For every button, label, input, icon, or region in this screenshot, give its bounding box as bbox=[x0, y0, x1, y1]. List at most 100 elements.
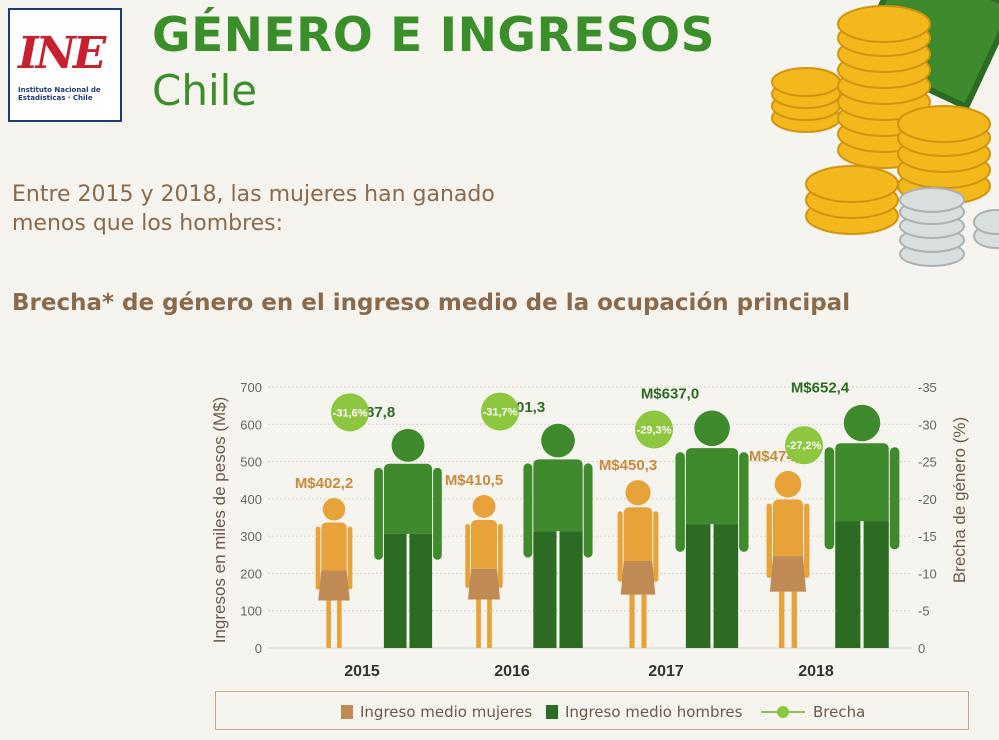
woman-figure-arm-right bbox=[347, 526, 353, 590]
legend-label-women: Ingreso medio mujeres bbox=[360, 703, 533, 721]
woman-figure-arm-right bbox=[498, 523, 503, 589]
man-figure-leg-left bbox=[533, 531, 557, 648]
y-tick-label: 0 bbox=[255, 641, 262, 656]
women-value-label: M$410,5 bbox=[445, 472, 503, 489]
y-axis-label: Ingresos en miles de pesos (M$) bbox=[210, 397, 229, 644]
man-figure-leg-right bbox=[863, 521, 889, 648]
y2-tick-label: -30 bbox=[918, 417, 937, 432]
man-figure-head bbox=[391, 428, 425, 462]
y-tick-label: 300 bbox=[240, 529, 262, 544]
man-figure-arm-right bbox=[889, 447, 900, 550]
man-figure-head bbox=[694, 410, 730, 447]
legend-item-gap: Brecha bbox=[761, 703, 865, 721]
women-value-label: M$450,3 bbox=[599, 457, 657, 474]
y2-tick-label: -20 bbox=[918, 492, 937, 507]
intro-line-2: menos que los hombres: bbox=[12, 211, 284, 236]
y-tick-label: 600 bbox=[240, 417, 262, 432]
page-subtitle: Chile bbox=[152, 66, 258, 115]
man-figure-torso bbox=[533, 459, 583, 532]
man-figure-torso bbox=[835, 443, 889, 522]
men-value-label: M$637,0 bbox=[641, 385, 699, 402]
woman-figure-arm-right bbox=[653, 511, 659, 582]
chart-title: Brecha* de género en el ingreso medio de… bbox=[12, 290, 851, 316]
ine-logo-mark: INE bbox=[18, 28, 106, 79]
woman-figure-torso bbox=[470, 519, 498, 569]
man-figure-leg-left bbox=[835, 521, 861, 648]
man-figure-torso bbox=[685, 448, 739, 525]
y2-axis-label: Brecha de género (%) bbox=[950, 417, 969, 583]
woman-figure-leg-left bbox=[476, 599, 481, 648]
woman-figure-head bbox=[774, 470, 802, 498]
man-figure bbox=[374, 428, 442, 648]
intro-line-1: Entre 2015 y 2018, las mujeres han ganad… bbox=[12, 182, 495, 207]
legend-label-gap: Brecha bbox=[813, 703, 866, 721]
gap-point bbox=[785, 426, 823, 465]
gap-value-label: -29,3% bbox=[637, 425, 672, 437]
chart-legend: Ingreso medio mujeres Ingreso medio homb… bbox=[215, 691, 969, 730]
woman-figure bbox=[766, 470, 810, 648]
woman-figure-head bbox=[322, 498, 346, 521]
man-figure-arm-left bbox=[675, 452, 685, 552]
woman-figure-leg-right bbox=[641, 594, 647, 648]
woman-figure bbox=[617, 480, 659, 648]
y2-tick-label: -10 bbox=[918, 566, 937, 581]
man-figure-arm-right bbox=[739, 452, 749, 552]
x-tick-label: 2016 bbox=[494, 663, 530, 680]
man-figure bbox=[523, 423, 593, 648]
gap-value-label: -31,6% bbox=[333, 407, 368, 419]
gap-value-label: -31,7% bbox=[483, 407, 518, 419]
men-value-label: M$652,4 bbox=[791, 380, 850, 397]
legend-item-women: Ingreso medio mujeres bbox=[341, 703, 532, 721]
y-tick-label: 500 bbox=[240, 455, 262, 470]
y2-tick-label: 0 bbox=[918, 641, 925, 656]
income-gap-chart: 0 100 200 300 400 500 600 700 0 -5 -10 -15 -20 -25 -30… bbox=[210, 380, 969, 680]
man-figure bbox=[675, 410, 749, 648]
coins-illustration bbox=[771, 0, 999, 267]
gap-point bbox=[635, 410, 673, 449]
woman-figure-skirt bbox=[620, 561, 656, 595]
woman-figure bbox=[465, 494, 503, 648]
ine-logo-subtitle: Instituto Nacional de Estadísticas · Chi… bbox=[18, 86, 101, 102]
legend-swatch-men bbox=[546, 705, 558, 719]
legend-item-men: Ingreso medio hombres bbox=[546, 703, 742, 721]
legend-swatch-gap bbox=[761, 706, 805, 718]
y2-tick-label: -35 bbox=[918, 380, 937, 395]
man-figure-leg-right bbox=[409, 533, 433, 648]
man-figure-arm-left bbox=[523, 463, 533, 558]
x-tick-label: 2017 bbox=[648, 663, 684, 680]
y2-tick-label: -5 bbox=[918, 604, 930, 619]
gap-value-label: -27,2% bbox=[787, 440, 822, 452]
ine-logo: INE Instituto Nacional de Estadísticas ·… bbox=[8, 8, 122, 122]
man-figure-leg-left bbox=[383, 533, 407, 648]
man-figure-arm-left bbox=[374, 467, 383, 560]
man-figure-arm-right bbox=[583, 463, 593, 558]
woman-figure-arm-right bbox=[804, 503, 810, 578]
man-figure-head bbox=[843, 404, 881, 442]
gap-point bbox=[331, 393, 369, 432]
man-figure-leg-right bbox=[713, 524, 739, 648]
woman-figure-skirt bbox=[318, 570, 350, 601]
x-tick-label: 2018 bbox=[798, 663, 834, 680]
woman-figure-leg-right bbox=[791, 591, 798, 648]
woman-figure-arm-left bbox=[315, 526, 321, 590]
y-tick-label: 100 bbox=[240, 604, 262, 619]
woman-figure-torso bbox=[623, 507, 653, 562]
woman-figure-leg-left bbox=[326, 600, 331, 648]
y-tick-label: 700 bbox=[240, 380, 262, 395]
woman-figure-skirt bbox=[769, 556, 807, 592]
man-figure-arm-right bbox=[433, 467, 442, 560]
intro-text: Entre 2015 y 2018, las mujeres han ganad… bbox=[12, 180, 572, 238]
woman-figure-leg-right bbox=[487, 599, 492, 648]
man-figure-head bbox=[541, 423, 575, 458]
woman-figure-torso bbox=[321, 522, 347, 571]
page-title: GÉNERO E INGRESOS bbox=[152, 8, 715, 63]
man-figure-torso bbox=[383, 463, 433, 534]
woman-figure bbox=[315, 498, 353, 648]
man-figure-leg-right bbox=[559, 531, 583, 648]
year-group-2017: 2017 M$450,3 M$637,0 -29,3% bbox=[599, 385, 749, 680]
woman-figure-head bbox=[472, 494, 496, 518]
legend-swatch-women bbox=[341, 705, 353, 719]
women-value-label: M$402,2 bbox=[295, 475, 353, 492]
